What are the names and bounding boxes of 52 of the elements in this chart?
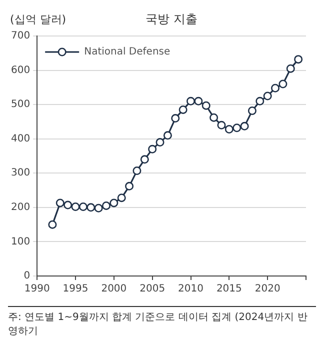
point xyxy=(256,96,264,106)
point xyxy=(125,182,134,190)
point xyxy=(202,101,210,110)
point xyxy=(210,113,218,122)
y-tick-label: 200 xyxy=(10,202,30,214)
point xyxy=(148,144,157,154)
point xyxy=(240,122,249,130)
y-tick-label: 100 xyxy=(10,236,30,248)
text: 주: 연도별 1~9월까지 합계 기준으로 데이터 집계 (2024년까지 반영하기 xyxy=(8,311,308,338)
point xyxy=(71,202,80,211)
y-tick-label: 600 xyxy=(10,64,30,76)
y-tick-label: 300 xyxy=(10,168,30,179)
point xyxy=(102,201,110,210)
x-tick-label: 2020 xyxy=(254,284,280,295)
y-tick-label: 0 xyxy=(24,270,30,282)
point xyxy=(286,64,295,73)
y-tick-label: 700 xyxy=(10,30,30,42)
y-tick-label: 500 xyxy=(10,99,30,110)
point xyxy=(117,194,126,202)
x-tick-label: 1995 xyxy=(62,284,88,295)
x-tick-label: 2005 xyxy=(140,284,166,295)
point xyxy=(56,198,64,208)
point xyxy=(156,138,164,147)
point xyxy=(278,80,288,88)
x-tick-label: 2010 xyxy=(178,284,204,295)
point xyxy=(86,203,96,212)
y-axis-title: (십억 달러) xyxy=(10,12,66,26)
point xyxy=(171,114,180,123)
point xyxy=(271,84,280,92)
x-tick-label: 2000 xyxy=(101,284,127,295)
point xyxy=(94,204,103,212)
point xyxy=(217,120,226,130)
point xyxy=(78,202,88,211)
point xyxy=(224,125,234,134)
x-tick-label: 1990 xyxy=(24,284,50,295)
point xyxy=(163,131,172,140)
x-tick-label: 2015 xyxy=(216,284,242,295)
point xyxy=(140,155,149,164)
point xyxy=(186,96,195,106)
point xyxy=(64,200,72,210)
point xyxy=(294,55,303,64)
point xyxy=(132,166,142,175)
point xyxy=(48,220,57,229)
point xyxy=(248,106,256,115)
chart-title: 국방 지출 xyxy=(146,12,198,26)
point xyxy=(178,105,188,114)
point xyxy=(232,124,242,132)
legend-label: National Defense xyxy=(84,46,170,58)
point xyxy=(263,92,272,100)
point xyxy=(194,96,203,106)
point xyxy=(110,198,118,208)
y-tick-label: 400 xyxy=(10,133,30,144)
